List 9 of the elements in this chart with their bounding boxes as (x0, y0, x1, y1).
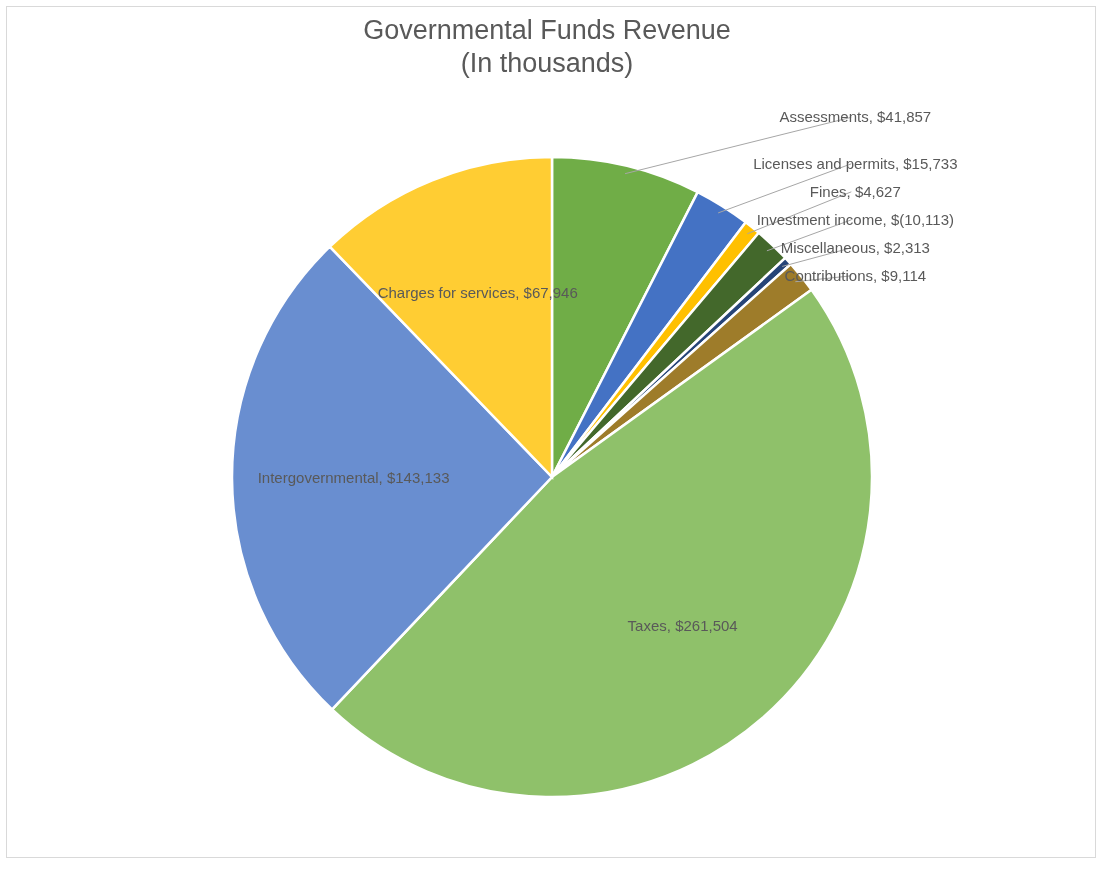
slice-label: Fines, $4,627 (809, 182, 901, 200)
slice-label: Assessments, $41,857 (779, 108, 932, 126)
slice-label: Miscellaneous, $2,313 (780, 238, 930, 256)
slice-label: Taxes, $261,504 (627, 617, 738, 635)
chart-subtitle: (In thousands) (460, 48, 634, 78)
slice-label: Investment income, $(10,113) (756, 210, 954, 228)
slice-label: Intergovernmental, $143,133 (257, 468, 450, 486)
chart-title: Governmental Funds Revenue (363, 15, 731, 45)
slice-label: Licenses and permits, $15,733 (753, 154, 958, 172)
